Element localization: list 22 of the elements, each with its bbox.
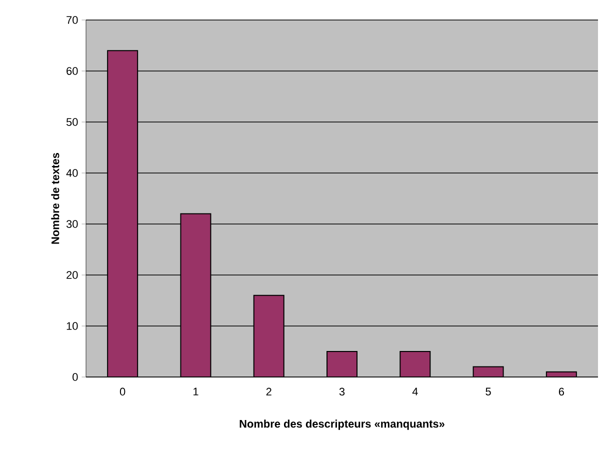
x-tick-label: 0 — [120, 388, 126, 396]
y-tick-label: 20 — [66, 271, 78, 279]
x-axis-title: Nombre des descripteurs «manquants» — [240, 420, 444, 430]
x-tick-label: 2 — [266, 388, 272, 396]
bar — [180, 213, 212, 377]
bar — [107, 50, 138, 377]
x-tick-label: 6 — [558, 388, 564, 396]
bar — [253, 294, 284, 377]
y-tick-label: 10 — [66, 322, 78, 330]
y-tick-label: 70 — [66, 16, 78, 24]
bar — [326, 351, 358, 377]
bar — [400, 351, 431, 377]
y-tick-label: 30 — [66, 220, 78, 228]
x-tick-label: 4 — [412, 388, 418, 396]
y-tick-label: 40 — [66, 169, 78, 177]
x-tick-label: 3 — [339, 388, 345, 396]
y-tick-label: 60 — [66, 67, 78, 75]
y-tick-label: 0 — [72, 373, 78, 381]
y-axis-title: Nombre de textes — [51, 152, 60, 244]
x-tick-label: 5 — [486, 388, 491, 396]
x-tick-label: 1 — [193, 388, 198, 396]
y-tick-label: 50 — [66, 118, 78, 126]
